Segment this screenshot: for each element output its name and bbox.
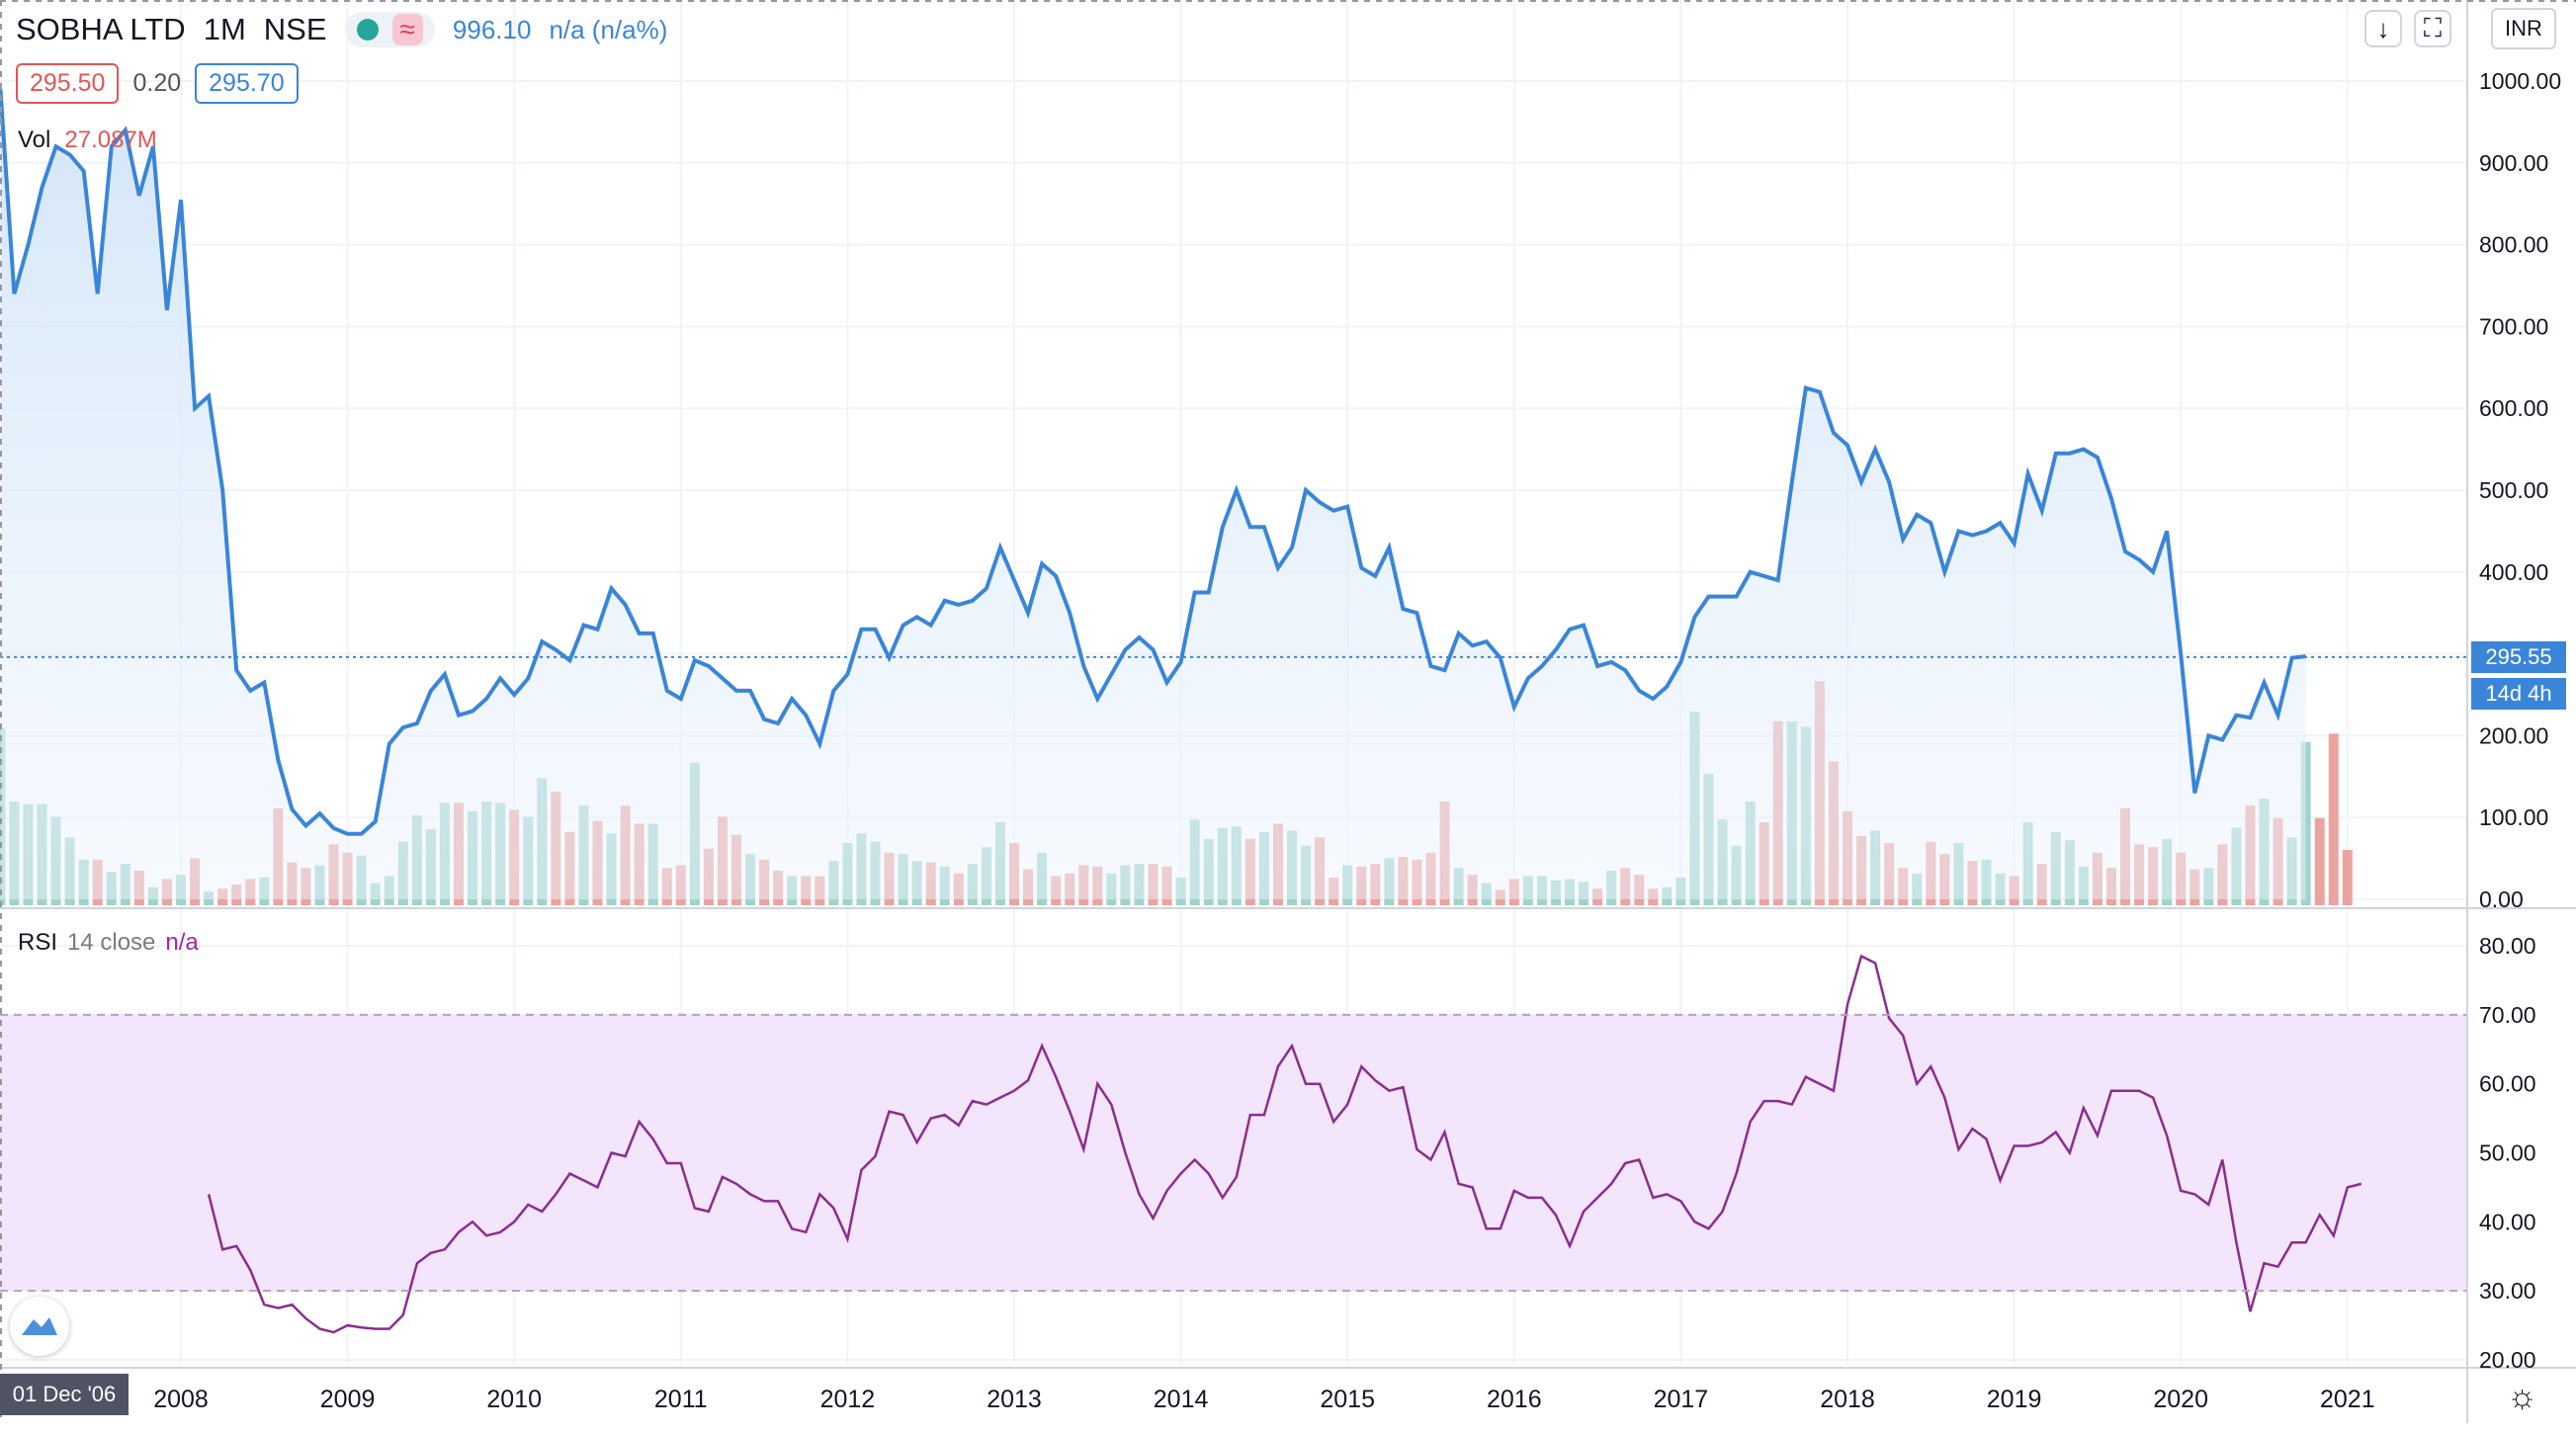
change-value: n/a (n/a%) <box>549 14 668 44</box>
rsi-params: 14 close <box>67 929 156 956</box>
volume-bar <box>2328 733 2339 905</box>
y-tick-label: 1000.00 <box>2479 68 2561 94</box>
rsi-label[interactable]: RSI <box>18 929 58 956</box>
x-tick-label: 2018 <box>1820 1386 1875 1413</box>
x-tick-label: 2019 <box>1987 1386 2042 1413</box>
y-tick-label: 200.00 <box>2479 722 2548 748</box>
status-pill[interactable]: ≈ <box>344 12 435 47</box>
y-tick-label: 100.00 <box>2479 804 2548 830</box>
volume-bar <box>2300 741 2311 905</box>
volume-bar <box>2342 850 2353 905</box>
fullscreen-icon[interactable]: ⛶ <box>2414 10 2451 47</box>
rsi-tick-label: 50.00 <box>2479 1140 2536 1166</box>
y-tick-label: 0.00 <box>2479 886 2524 912</box>
x-tick-label: 2016 <box>1487 1386 1542 1413</box>
rsi-band <box>0 1014 2467 1292</box>
x-tick-label: 2021 <box>2320 1386 2375 1413</box>
rsi-tick-label: 40.00 <box>2479 1209 2536 1234</box>
currency-button[interactable]: INR <box>2491 8 2556 49</box>
y-tick-label: 700.00 <box>2479 313 2548 339</box>
rsi-y-tick-labels: 20.00 30.00 40.00 50.00 60.00 70.00 80.00 <box>2479 933 2536 1373</box>
buy-price-button[interactable]: 295.70 <box>195 63 299 104</box>
rsi-value: n/a <box>165 929 199 956</box>
x-tick-label: 2020 <box>2153 1386 2208 1413</box>
last-value: 996.10 <box>452 14 532 44</box>
rsi-tick-label: 20.00 <box>2479 1347 2536 1373</box>
logo-wave-icon <box>22 1317 57 1335</box>
x-tick-label: 2008 <box>153 1386 209 1413</box>
x-tick-label: 2011 <box>654 1386 708 1413</box>
settings-gear-icon[interactable]: ☼ <box>2507 1378 2538 1415</box>
symbol-header: SOBHA LTD 1M NSE ≈ 996.10 n/a (n/a%) <box>16 8 667 51</box>
price-y-tick-labels: 0.00100.00200.00300.00400.00500.00600.00… <box>2479 68 2561 912</box>
order-price-boxes: 295.50 0.20 295.70 <box>16 63 299 104</box>
x-tick-label: 2010 <box>486 1386 542 1413</box>
spread-value: 0.20 <box>132 69 182 97</box>
sell-price-button[interactable]: 295.50 <box>16 63 120 104</box>
volume-label: Vol <box>18 126 51 153</box>
rsi-line <box>207 954 2362 1334</box>
market-status-icon <box>356 19 379 41</box>
countdown-tag: 14d 4h <box>2471 678 2566 710</box>
tradingview-logo-icon[interactable] <box>10 1297 69 1356</box>
price-line <box>0 89 2306 836</box>
rsi-tick-label: 60.00 <box>2479 1071 2536 1097</box>
x-tick-label: 2017 <box>1654 1386 1709 1413</box>
x-tick-label: 2015 <box>1320 1386 1375 1413</box>
exchange-label: NSE <box>263 12 327 46</box>
download-icon[interactable]: ↓ <box>2364 10 2402 47</box>
x-tick-label: 2012 <box>820 1386 876 1413</box>
rsi-tick-label: 80.00 <box>2479 933 2536 959</box>
last-price-tag: 295.55 <box>2471 641 2566 673</box>
price-area-fill <box>0 89 2306 900</box>
wave-icon: ≈ <box>391 14 423 45</box>
volume-legend: Vol 27.087M <box>18 126 157 154</box>
rsi-tick-label: 30.00 <box>2479 1278 2536 1304</box>
y-tick-label: 900.00 <box>2479 150 2548 176</box>
y-tick-label: 800.00 <box>2479 232 2548 258</box>
rsi-legend: RSI 14 close n/a <box>18 929 199 957</box>
volume-value: 27.087M <box>64 126 157 153</box>
interval-label[interactable]: 1M <box>203 12 246 46</box>
y-tick-label: 500.00 <box>2479 477 2548 503</box>
x-tick-label: 2013 <box>987 1386 1042 1413</box>
x-tick-label: 2014 <box>1154 1386 1209 1413</box>
volume-bar <box>2314 817 2325 905</box>
y-tick-label: 600.00 <box>2479 395 2548 421</box>
rsi-tick-label: 70.00 <box>2479 1002 2536 1028</box>
y-tick-label: 400.00 <box>2479 559 2548 585</box>
x-tick-label: 2009 <box>320 1386 376 1413</box>
x-tick-labels: 2008 2009 2010 2011 2012 2013 2014 2015 2016 2017… <box>153 1386 2374 1413</box>
symbol-name[interactable]: SOBHA LTD <box>16 12 186 46</box>
crosshair-date-label: 01 Dec '06 <box>0 1374 129 1415</box>
